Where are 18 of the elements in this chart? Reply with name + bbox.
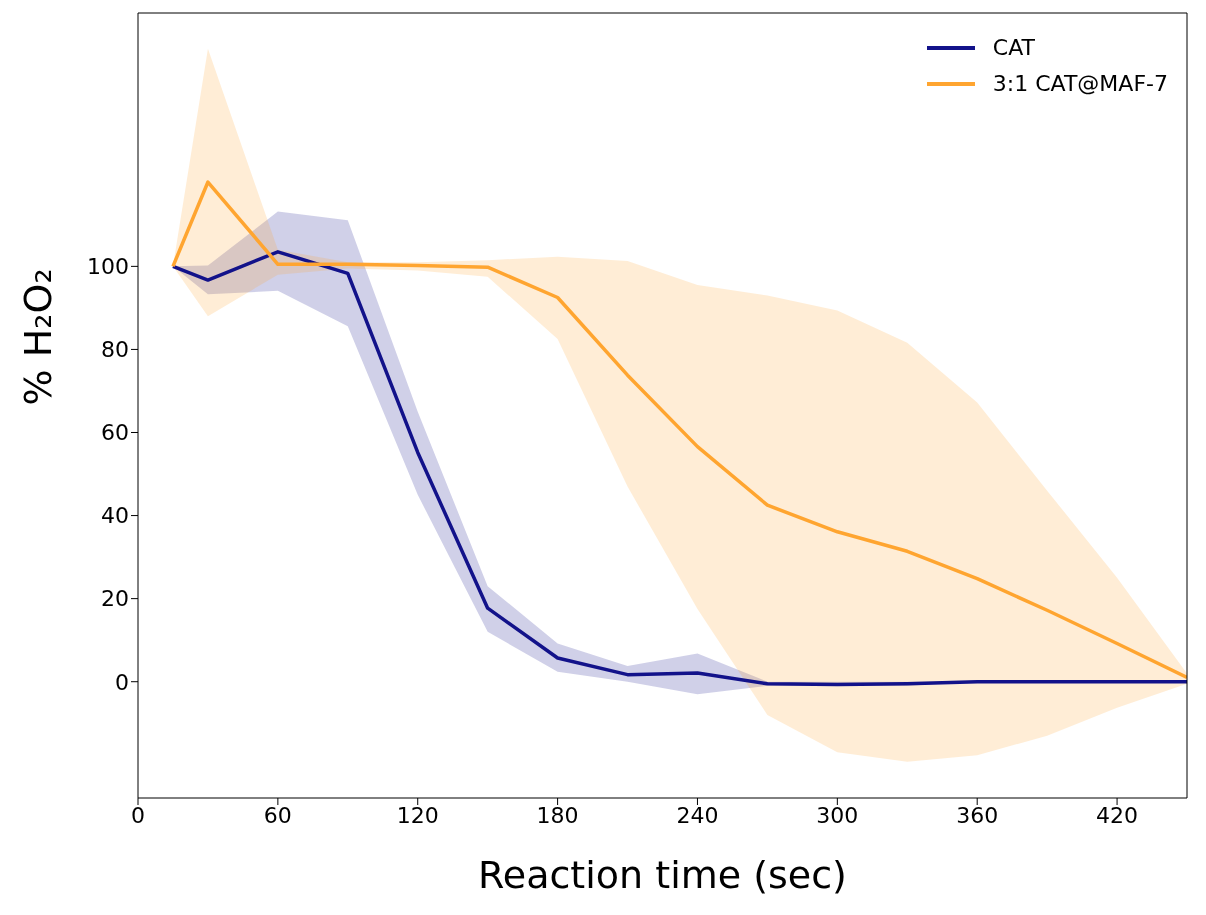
y-tick-label: 100 <box>87 254 129 280</box>
y-tick-label: 40 <box>101 503 129 529</box>
legend-label: CAT <box>992 34 1035 62</box>
legend-label: 3:1 CAT@MAF-7 <box>992 70 1168 98</box>
x-tick-label: 420 <box>1096 802 1139 828</box>
x-tick-label: 300 <box>816 802 859 828</box>
x-tick-label: 180 <box>536 802 579 828</box>
y-tick-label: 0 <box>115 669 129 695</box>
x-tick-label: 360 <box>956 802 999 828</box>
x-tick-label: 0 <box>131 802 145 828</box>
y-tick-label: 20 <box>101 586 129 612</box>
x-tick-label: 240 <box>676 802 719 828</box>
x-tick-label: 120 <box>396 802 439 828</box>
y-tick-label: 80 <box>101 337 129 363</box>
y-tick-label: 60 <box>101 420 129 446</box>
x-axis-title: Reaction time (sec) <box>478 853 847 897</box>
y-axis-title: % H₂O₂ <box>16 268 61 406</box>
x-tick-label: 60 <box>263 802 292 828</box>
